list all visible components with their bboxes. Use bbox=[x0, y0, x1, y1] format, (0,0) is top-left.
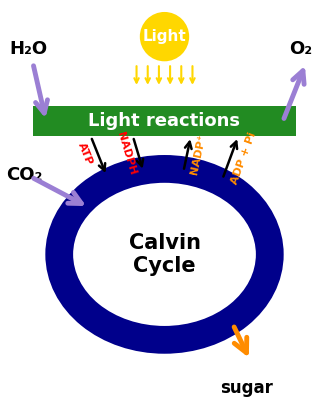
Text: H₂O: H₂O bbox=[10, 40, 48, 58]
Text: Calvin
Cycle: Calvin Cycle bbox=[129, 233, 200, 276]
Text: ADP + Pi: ADP + Pi bbox=[229, 130, 258, 185]
Text: Light reactions: Light reactions bbox=[89, 112, 240, 130]
Text: O₂: O₂ bbox=[290, 40, 313, 58]
Text: sugar: sugar bbox=[220, 379, 273, 396]
Ellipse shape bbox=[140, 12, 189, 61]
Text: NADPH: NADPH bbox=[115, 131, 138, 177]
FancyBboxPatch shape bbox=[33, 106, 296, 136]
Text: ATP: ATP bbox=[77, 141, 94, 167]
Text: Light: Light bbox=[143, 29, 186, 44]
Text: CO₂: CO₂ bbox=[7, 166, 43, 184]
Text: NADP⁺: NADP⁺ bbox=[190, 133, 208, 175]
Ellipse shape bbox=[59, 169, 270, 340]
